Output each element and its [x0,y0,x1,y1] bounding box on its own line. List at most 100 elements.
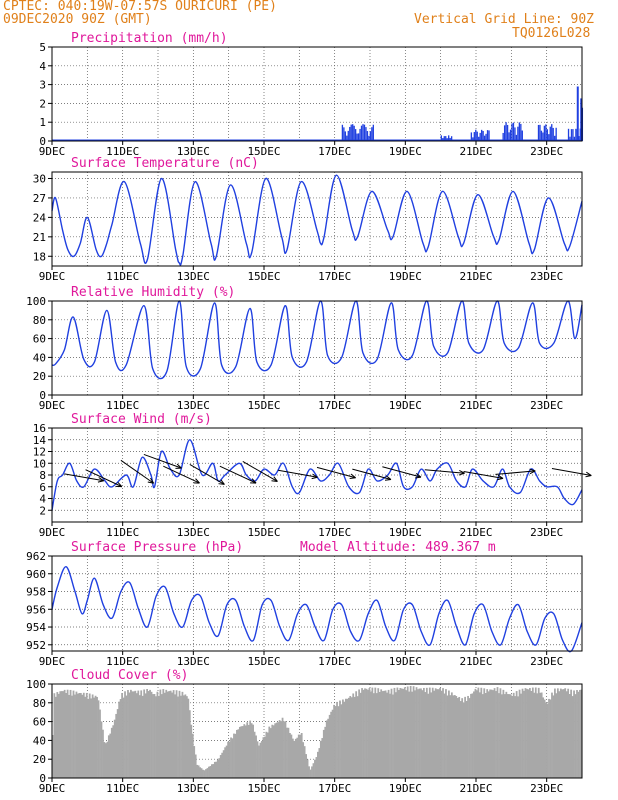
cloud-cover-bar [567,688,570,778]
cloud-cover-bar [318,748,321,778]
precip-bar [520,123,522,141]
precip-bar [502,132,504,141]
cloud-cover-bar [448,690,450,778]
date-line: 09DEC2020 90Z (GMT) [3,12,152,27]
cloud-cover-bar [132,691,135,778]
x-tick-label: 9DEC [39,526,66,539]
x-tick-label: 11DEC [106,782,139,795]
wind-arrow [495,470,536,475]
cloud-cover-bar [137,690,140,778]
wind-arrow-head [311,473,318,480]
y-tick-label: 14 [33,434,47,447]
y-tick-label: 0 [39,135,46,148]
cloud-cover-bar [91,694,94,778]
cloud-cover-bar [546,703,549,778]
cloud-cover-bar [434,688,437,778]
precip-bar [569,136,571,141]
precip-bar [445,136,447,141]
cloud-cover-bar [88,693,91,778]
cloud-cover-bar [542,697,545,778]
cloud-cover-bar [102,729,104,778]
cloud-cover-bar [177,696,179,778]
cloud-cover-bar [184,694,187,778]
precip-bar [548,134,550,141]
cloud-cover-bar [160,694,163,778]
cloud-cover-bar [386,692,388,778]
x-tick-label: 9DEC [39,782,66,795]
y-tick-label: 4 [39,60,46,73]
cloud-cover-bar [552,695,555,778]
cloud-cover-bar [433,690,436,778]
cloud-cover-bar [215,761,218,778]
precip-bar [448,135,450,141]
cloud-cover-bar [165,689,168,778]
cloud-cover-bar [144,693,147,778]
precip-bar [508,132,510,141]
precip-bar [503,125,506,141]
cloud-cover-bar [327,718,330,778]
cloud-cover-bar [430,692,433,778]
cloud-cover-bar [526,688,528,778]
cloud-cover-bar [152,694,154,778]
cloud-cover-bar [271,724,274,778]
cloud-cover-bar [455,696,458,778]
cloud-cover-bar [105,743,107,778]
precip-bar [475,129,477,141]
cloud-cover-bar [256,741,259,778]
x-tick-label: 15DEC [247,270,280,283]
x-tick-label: 19DEC [389,145,422,158]
cloud-cover-bar [300,733,303,778]
panel-2: 18 21 24 27 30 9DEC 11DEC 13DEC 15DEC 17DEC 19DEC 2… [33,156,583,283]
precip-bar [482,130,484,141]
cloud-cover-bar [183,695,185,778]
cloud-cover-bar [440,690,443,778]
cloud-cover-bar [106,741,109,778]
cloud-cover-bar [199,767,201,778]
cloud-cover-bar [352,693,355,778]
y-tick-label: 20 [33,370,46,383]
cloud-cover-bar [166,691,169,778]
y-tick-label: 952 [26,639,46,652]
cloud-cover-bar [331,709,334,778]
cloud-cover-bar [125,695,128,778]
cloud-cover-bar [321,738,324,778]
cloud-cover-bar [84,696,87,778]
cloud-cover-bar [362,689,365,778]
cloud-cover-bar [493,688,496,778]
cloud-cover-bar [417,689,419,778]
precip-bar [359,128,361,141]
cloud-cover-bar [196,764,199,778]
y-tick-label: 27 [33,192,46,205]
cloud-cover-bar [309,769,312,778]
cloud-cover-bar [537,687,540,778]
precip-bar [443,136,445,141]
precip-bar [341,124,344,141]
cloud-cover-bar [90,698,93,778]
wind-arrow-head [147,477,155,484]
x-tick-label: 9DEC [39,145,66,158]
cloud-cover-bar [110,727,113,778]
x-tick-label: 19DEC [389,270,422,283]
cloud-cover-bar [325,720,328,778]
cloud-cover-bar [358,689,360,778]
cloud-cover-bar [290,734,293,778]
cloud-cover-bar [480,687,483,778]
wind-arrow [120,459,154,484]
cloud-cover-bar [359,692,362,778]
cloud-cover-bar [265,731,268,778]
cloud-cover-bar [446,695,449,778]
x-tick-label: 17DEC [318,526,351,539]
wind-arrow-head [271,476,278,482]
cloud-cover-bar [180,695,182,778]
cloud-cover-bar [264,736,266,778]
x-tick-label: 13DEC [177,782,210,795]
panel-title: Relative Humidity (%) [71,285,235,300]
cloud-cover-bar [191,733,194,778]
cloud-cover-bar [343,701,346,778]
cloud-cover-bar [65,692,68,778]
cloud-cover-bar [356,696,359,778]
y-tick-label: 960 [26,568,46,581]
cloud-cover-bar [293,740,296,778]
cloud-cover-bar [197,765,200,778]
